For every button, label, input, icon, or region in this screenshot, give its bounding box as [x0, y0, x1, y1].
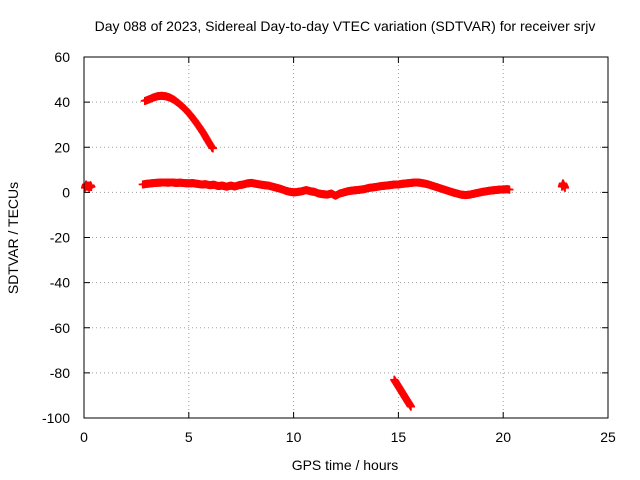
series-segment-e — [390, 375, 415, 411]
series-segment-d — [557, 179, 570, 192]
data-points — [81, 91, 570, 411]
axis-ticks — [83, 56, 609, 419]
series-segment-c — [138, 178, 514, 200]
y-tick-label: 60 — [54, 49, 70, 65]
y-tick-label: 20 — [54, 139, 70, 155]
series-segment-a — [81, 180, 96, 192]
x-tick-label: 15 — [391, 429, 407, 445]
y-tick-label: -60 — [50, 320, 70, 336]
x-tick-label: 10 — [286, 429, 302, 445]
series-segment-b — [140, 91, 217, 153]
y-tick-label: -80 — [50, 365, 70, 381]
y-tick-label: -20 — [50, 230, 70, 246]
y-axis-label: SDTVAR / TECUs — [5, 182, 21, 294]
x-tick-label: 25 — [600, 429, 616, 445]
y-tick-labels: -100 -80 -60 -40 -20 0 20 40 60 — [42, 49, 70, 426]
x-tick-label: 20 — [495, 429, 511, 445]
y-tick-label: -100 — [42, 410, 70, 426]
y-tick-label: 0 — [62, 184, 70, 200]
data-point — [87, 182, 96, 191]
y-tick-label: -40 — [50, 275, 70, 291]
data-point — [208, 144, 217, 153]
x-axis-label: GPS time / hours — [292, 457, 399, 473]
chart-title: Day 088 of 2023, Sidereal Day-to-day VTE… — [95, 18, 596, 34]
x-tick-labels: 0 5 10 15 20 25 — [80, 429, 616, 445]
x-tick-label: 5 — [185, 429, 193, 445]
y-tick-label: 40 — [54, 94, 70, 110]
plot-frame — [83, 56, 609, 419]
data-point — [505, 185, 514, 194]
data-point — [406, 402, 415, 411]
data-point — [561, 183, 570, 192]
x-tick-label: 0 — [80, 429, 88, 445]
gridlines — [84, 57, 608, 418]
